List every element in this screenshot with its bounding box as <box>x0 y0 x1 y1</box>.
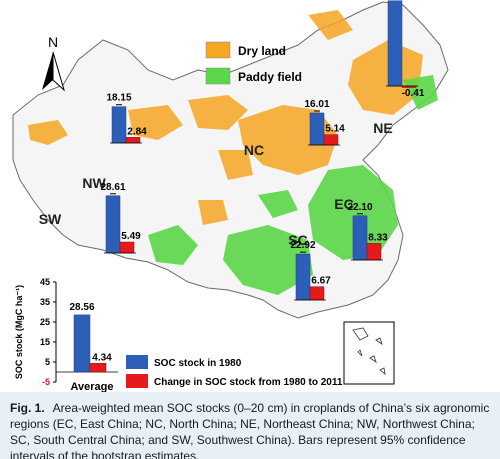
bar-soc-1980-ec <box>352 215 368 261</box>
region-label-ne: NE <box>373 120 392 136</box>
value-label-soc-ec: 22.10 <box>347 202 372 213</box>
land-legend: Dry land Paddy field <box>205 41 302 85</box>
bar-change-sw <box>119 241 135 254</box>
bar-legend-swatch-1 <box>126 374 148 388</box>
legend-label-0: Dry land <box>238 44 286 58</box>
north-arrow-icon <box>42 51 65 92</box>
inset-category-label: Average <box>70 381 113 392</box>
bar-legend: SOC stock in 1980 Change in SOC stock fro… <box>126 355 343 388</box>
inset-tick-label: 25 <box>40 317 50 327</box>
region-label-ec: EC <box>334 196 353 212</box>
caption-label: Fig. 1. <box>10 401 45 415</box>
inset-value-soc-average: 28.56 <box>69 302 94 313</box>
inset-axis-title: SOC stock (MgC ha⁻¹) <box>14 285 24 379</box>
value-label-change-ne: -0.41 <box>402 88 425 99</box>
value-label-change-ec: 8.33 <box>368 232 388 243</box>
bar-soc-1980-sw <box>105 195 121 254</box>
inset-bar-change-average <box>89 363 107 373</box>
inset-tick-label: 5 <box>45 357 50 367</box>
inset-tick-label: -5 <box>42 377 50 387</box>
bar-soc-1980-nc <box>309 112 325 146</box>
legend-swatch-1 <box>205 67 231 85</box>
value-label-soc-sw: 28.61 <box>100 182 125 193</box>
bar-soc-1980-nw <box>111 106 127 144</box>
legend-swatch-0 <box>205 41 231 59</box>
bar-change-ec <box>366 243 382 261</box>
bar-legend-label-1: Change in SOC stock from 1980 to 2011 <box>154 377 343 388</box>
bar-legend-label-0: SOC stock in 1980 <box>154 358 242 369</box>
bar-change-nc <box>323 134 339 146</box>
region-label-sw: SW <box>39 211 62 227</box>
bar-soc-1980-sc <box>295 253 311 301</box>
inset-tick-label: 35 <box>40 297 50 307</box>
value-label-soc-nc: 16.01 <box>304 99 329 110</box>
bar-legend-swatch-0 <box>126 355 148 369</box>
value-label-change-nw: 2.84 <box>127 126 147 137</box>
value-label-change-nc: 5.14 <box>325 124 345 135</box>
inset-bar-soc-average <box>73 314 91 373</box>
bar-soc-1980-ne <box>387 0 403 87</box>
bar-change-nw <box>125 137 141 144</box>
region-label-nw: NW <box>82 175 106 191</box>
inset-tick-label: 15 <box>40 337 50 347</box>
value-label-change-sc: 6.67 <box>311 276 331 287</box>
inset-tick-label: 45 <box>40 277 50 287</box>
figure-caption: Fig. 1. Area-weighted mean SOC stocks (0–… <box>0 392 500 459</box>
value-label-soc-nw: 18.15 <box>106 93 131 104</box>
region-label-nc: NC <box>244 142 264 158</box>
region-label-sc: SC <box>288 232 307 248</box>
region-bars: 42.62-0.4116.015.1418.152.8422.108.3322.… <box>100 0 425 301</box>
dry-land-areas <box>28 10 423 225</box>
paddy-field-areas <box>148 75 438 295</box>
compass-letter: N <box>48 34 58 50</box>
caption-text: Area-weighted mean SOC stocks (0–20 cm) … <box>10 401 490 459</box>
inset-value-change-average: 4.34 <box>92 352 112 363</box>
value-label-change-sw: 5.49 <box>121 231 141 242</box>
south-china-sea-inset <box>343 321 395 385</box>
bar-change-sc <box>309 286 325 301</box>
legend-label-1: Paddy field <box>238 70 302 84</box>
average-inset-chart: 45 35 25 15 5 -5 SOC stock (MgC ha⁻¹) 28.56 4.34… <box>10 270 123 393</box>
region-labels: NE NC NW EC SC SW <box>39 120 393 248</box>
value-label-soc-sc: 22.92 <box>290 240 315 251</box>
